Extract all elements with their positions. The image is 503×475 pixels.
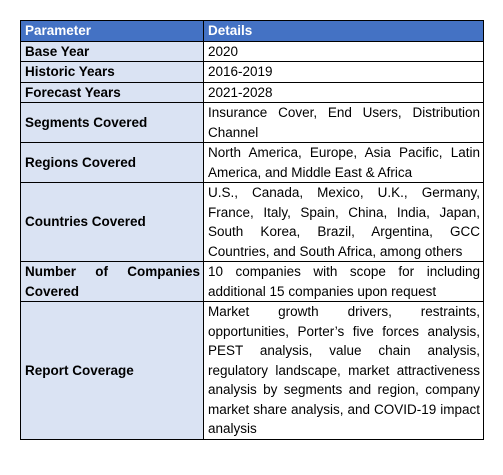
table-row-forecast-years: Forecast Years 2021-2028 xyxy=(20,81,484,103)
details-cell: 10 companies with scope for including ad… xyxy=(203,261,484,302)
table-row-base-year: Base Year 2020 xyxy=(20,40,484,62)
table-row-countries-covered: Countries Covered U.S., Canada, Mexico, … xyxy=(20,182,484,262)
table-row-regions-covered: Regions Covered North America, Europe, A… xyxy=(20,142,484,183)
parameter-cell: Number of Companies Covered xyxy=(20,261,204,302)
parameter-column-header: Parameter xyxy=(20,20,204,42)
table-row-number-of-companies: Number of Companies Covered 10 companies… xyxy=(20,261,484,302)
details-cell: 2020 xyxy=(203,40,484,62)
parameter-cell: Countries Covered xyxy=(20,182,204,262)
details-cell: Market growth drivers, restraints, oppor… xyxy=(203,301,484,440)
table-row-historic-years: Historic Years 2016-2019 xyxy=(20,61,484,83)
table-row-segments-covered: Segments Covered Insurance Cover, End Us… xyxy=(20,102,484,143)
table-row-report-coverage: Report Coverage Market growth drivers, r… xyxy=(20,301,484,440)
parameter-cell: Segments Covered xyxy=(20,102,204,143)
details-cell: North America, Europe, Asia Pacific, Lat… xyxy=(203,142,484,183)
parameter-cell: Regions Covered xyxy=(20,142,204,183)
details-cell: Insurance Cover, End Users, Distribution… xyxy=(203,102,484,143)
parameter-cell: Base Year xyxy=(20,40,204,62)
report-scope-table: Parameter Details Base Year 2020 Histori… xyxy=(20,20,484,440)
details-cell: 2016-2019 xyxy=(203,61,484,83)
parameter-cell: Historic Years xyxy=(20,61,204,83)
table-header-row: Parameter Details xyxy=(20,20,484,42)
parameter-cell: Report Coverage xyxy=(20,301,204,440)
parameter-cell: Forecast Years xyxy=(20,81,204,103)
details-column-header: Details xyxy=(203,20,484,42)
details-cell: U.S., Canada, Mexico, U.K., Germany, Fra… xyxy=(203,182,484,262)
details-cell: 2021-2028 xyxy=(203,81,484,103)
